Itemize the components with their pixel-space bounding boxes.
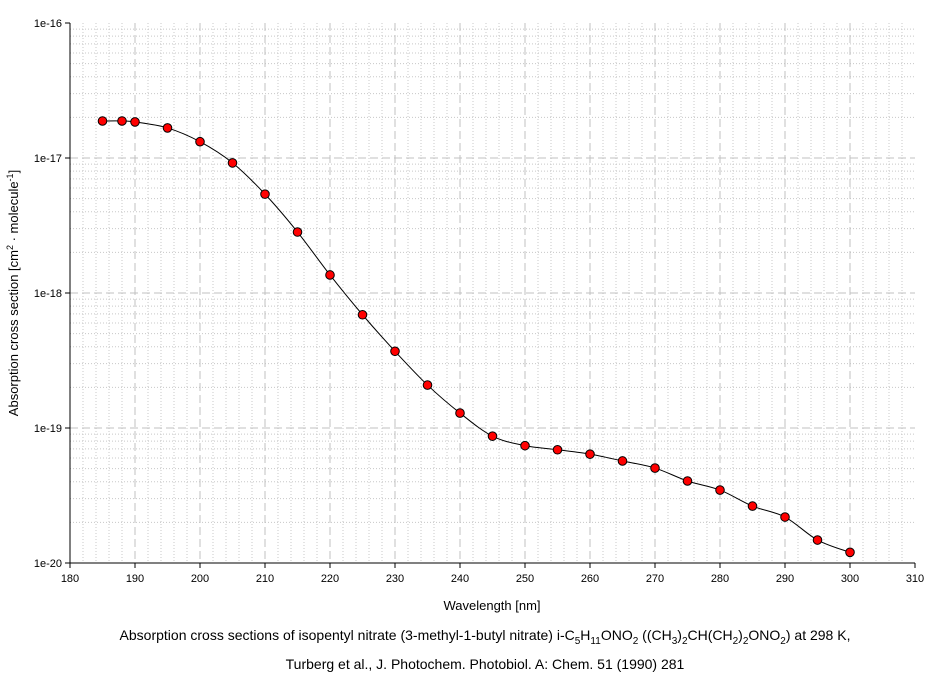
x-tick-label: 250 [516, 573, 534, 585]
data-point [812, 535, 823, 545]
caption-part: 2 [742, 635, 749, 647]
data-point [325, 270, 335, 280]
y-tick-label: 1e-18 [34, 288, 62, 300]
x-tick-label: 310 [906, 573, 924, 585]
data-point [260, 189, 270, 199]
caption-part: 11 [590, 635, 601, 647]
series-markers [97, 116, 855, 558]
x-tick-label: 260 [581, 573, 599, 585]
data-point [97, 116, 108, 126]
x-tick-label: 230 [386, 573, 404, 585]
data-point [650, 463, 660, 473]
caption-part: ) at 298 K, [785, 627, 851, 643]
x-axis-label: Wavelength [nm] [443, 598, 540, 613]
data-point [422, 380, 433, 390]
data-point [747, 501, 758, 511]
grid [70, 23, 915, 563]
caption-part: 5 [574, 635, 581, 647]
y-tick-label: 1e-20 [34, 558, 62, 570]
y-label-part: ] [6, 170, 21, 174]
caption-part: ) [738, 627, 743, 643]
data-point [117, 116, 127, 126]
caption-part: 2 [681, 635, 688, 647]
data-point [520, 440, 530, 451]
y-axis-label: Absorption cross section [cm2 · molecule… [5, 170, 21, 416]
x-tick-label: 210 [256, 573, 274, 585]
y-label-part: · molecule [6, 181, 21, 245]
data-point [845, 547, 855, 558]
y-label-part: Absorption cross section [cm [6, 250, 21, 416]
data-point [455, 408, 465, 418]
data-point [292, 227, 303, 237]
data-point [130, 117, 140, 127]
x-tick-label: 190 [126, 573, 144, 585]
chart: 180 190 200 210 220 230 240 250 260 270 280 290 300 3… [5, 18, 924, 613]
data-point [617, 456, 628, 466]
data-point [585, 449, 595, 459]
caption-part: ONO [748, 627, 781, 643]
x-tick-label: 200 [191, 573, 209, 585]
x-tick-label: 180 [61, 573, 79, 585]
caption-part: CH(CH [687, 627, 733, 643]
caption-part: 2 [732, 635, 739, 647]
caption-part: ) [677, 627, 682, 643]
x-tick-label: 220 [321, 573, 339, 585]
caption-part: 2 [780, 635, 786, 647]
x-tick-label: 290 [776, 573, 794, 585]
caption-part: ONO [600, 627, 633, 643]
y-label-part: -1 [5, 173, 15, 181]
data-point [682, 476, 693, 486]
caption-line-2: Turberg et al., J. Photochem. Photobiol.… [285, 655, 685, 672]
data-point [227, 158, 238, 168]
x-tick-label: 240 [451, 573, 469, 585]
y-tick-label: 1e-19 [34, 423, 62, 435]
y-tick-label: 1e-17 [34, 153, 62, 165]
data-point [195, 136, 205, 147]
series-line [102, 120, 851, 553]
caption-part: Absorption cross sections of isopentyl n… [119, 627, 575, 643]
caption-line-1: Absorption cross sections of isopentyl n… [0, 624, 940, 653]
data-point [162, 123, 173, 133]
caption-part: 3 [671, 635, 678, 647]
y-tick-label: 1e-16 [34, 18, 62, 30]
x-tick-label: 280 [711, 573, 729, 585]
axes: 180 190 200 210 220 230 240 250 260 270 280 290 300 3… [34, 18, 924, 585]
data-point [715, 485, 725, 495]
caption-part: 2 [632, 635, 639, 647]
data-point [552, 444, 563, 455]
figure-caption: Absorption cross sections of isopentyl n… [0, 624, 940, 675]
caption-part: H [580, 627, 591, 643]
y-label-part: 2 [5, 245, 15, 250]
x-tick-label: 300 [841, 573, 859, 585]
data-point [357, 309, 368, 320]
data-point [780, 512, 790, 522]
data-point [390, 346, 400, 357]
data-point [487, 431, 498, 441]
caption-part: ((CH [638, 627, 672, 643]
x-tick-label: 270 [646, 573, 664, 585]
